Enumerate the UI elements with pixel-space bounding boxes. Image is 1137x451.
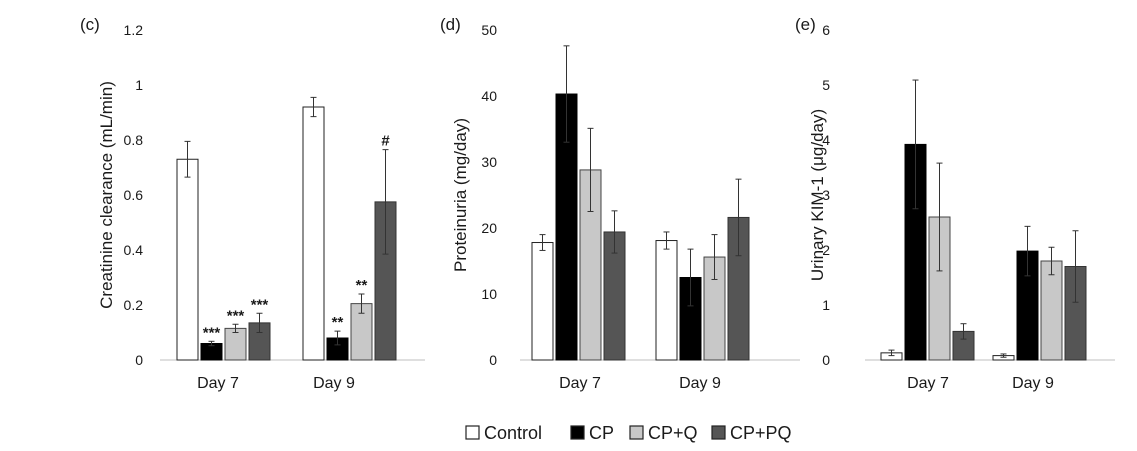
y-tick-label: 5: [822, 77, 830, 93]
significance-marker: ***: [203, 324, 221, 341]
legend-swatch-cppluspq: [711, 425, 726, 440]
significance-marker: ***: [251, 296, 269, 313]
panel-label: (e): [795, 15, 816, 34]
y-tick-label: 2: [822, 242, 830, 258]
chart-panel-c: (c) 0 0.2 0.4 0.6 0.8 1 1.2 Creatinine clearance…: [80, 15, 425, 392]
y-tick-label: 10: [481, 286, 497, 302]
y-tick-label: 30: [481, 154, 497, 170]
panel-label: (c): [80, 15, 100, 34]
significance-marker: #: [381, 133, 390, 150]
bar-day-7-control: [531, 242, 554, 361]
bar-day-9-control: [302, 106, 325, 361]
y-tick-label: 0.6: [124, 187, 144, 203]
panel-label: (d): [440, 15, 461, 34]
y-tick-label: 0: [489, 352, 497, 368]
x-category-label: Day 9: [1012, 375, 1054, 392]
legend-label: CP+Q: [648, 423, 698, 443]
y-tick-label: 1: [822, 297, 830, 313]
legend-label: Control: [484, 423, 542, 443]
y-tick-label: 0.8: [124, 132, 144, 148]
y-tick-label: 1: [135, 77, 143, 93]
x-category-label: Day 7: [197, 375, 239, 392]
bar-day-9-cpplusq: [1040, 260, 1063, 361]
legend-swatch-cpplusq: [629, 425, 644, 440]
legend-label: CP+PQ: [730, 423, 792, 443]
x-category-label: Day 7: [907, 375, 949, 392]
bar-day-9-control: [655, 240, 678, 361]
significance-marker: ***: [227, 307, 245, 324]
y-tick-label: 0: [822, 352, 830, 368]
y-tick-label: 20: [481, 220, 497, 236]
chart-panel-e: (e) 0 1 2 3 4 5 6 Urinary KIM-1 (μg/day) Day 7 Day…: [795, 15, 1115, 392]
significance-marker: **: [356, 277, 368, 294]
y-tick-label: 50: [481, 22, 497, 38]
y-tick-label: 0.2: [124, 297, 144, 313]
y-tick-label: 4: [822, 132, 830, 148]
x-category-label: Day 9: [313, 375, 355, 392]
chart-panel-d: (d) 0 10 20 30 40 50 Proteinuria (mg/day) Day 7 D…: [440, 15, 800, 392]
y-tick-label: 40: [481, 88, 497, 104]
y-axis-title: Proteinuria (mg/day): [451, 118, 470, 272]
legend-label: CP: [589, 423, 614, 443]
legend-swatch-control: [465, 425, 480, 440]
y-tick-label: 0: [135, 352, 143, 368]
x-category-label: Day 7: [559, 375, 601, 392]
y-tick-label: 3: [822, 187, 830, 203]
legend: Control CP CP+Q CP+PQ: [465, 423, 792, 443]
y-axis-title: Creatinine clearance (mL/min): [97, 81, 116, 309]
y-tick-label: 1.2: [124, 22, 144, 38]
x-category-label: Day 9: [679, 375, 721, 392]
significance-marker: **: [332, 314, 344, 331]
y-tick-label: 6: [822, 22, 830, 38]
bar-day-7-cpplusq: [224, 327, 247, 361]
legend-swatch-cp: [570, 425, 585, 440]
bar-day-7-control: [176, 158, 199, 361]
y-axis-title: Urinary KIM-1 (μg/day): [808, 109, 827, 281]
y-tick-label: 0.4: [124, 242, 144, 258]
